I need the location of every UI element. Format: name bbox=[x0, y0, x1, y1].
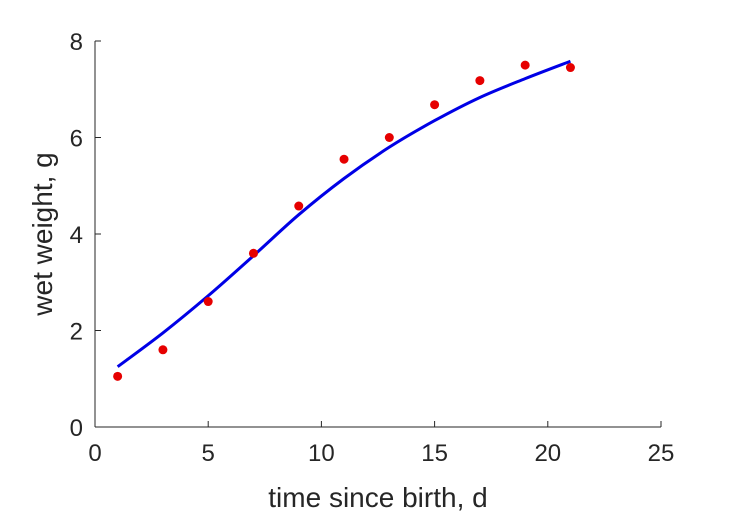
data-point bbox=[384, 133, 394, 142]
axes: 0 5 10 15 20 25 0 2 4 6 8 bbox=[70, 29, 675, 467]
fit-curve-line bbox=[116, 59, 571, 368]
data-points bbox=[113, 60, 575, 381]
x-tick-label: 20 bbox=[534, 440, 561, 467]
data-point bbox=[565, 63, 575, 73]
x-tick-label: 25 bbox=[648, 440, 675, 467]
y-tick-label: 8 bbox=[70, 29, 83, 56]
data-point bbox=[520, 60, 530, 70]
data-point bbox=[430, 100, 440, 110]
y-axis-label: wet weight, g bbox=[27, 152, 58, 316]
data-point bbox=[339, 154, 349, 164]
x-tick-label: 15 bbox=[421, 440, 448, 467]
y-tick-label: 2 bbox=[70, 319, 83, 346]
y-tick-label: 4 bbox=[70, 222, 83, 249]
data-point bbox=[294, 201, 304, 211]
x-tick-label: 5 bbox=[202, 440, 215, 467]
data-point bbox=[203, 297, 213, 307]
fit-curve bbox=[116, 59, 571, 368]
x-axis-label: time since birth, d bbox=[268, 482, 487, 513]
data-point bbox=[475, 76, 485, 86]
x-tick-label: 10 bbox=[308, 440, 335, 467]
y-tick-label: 0 bbox=[70, 415, 83, 442]
data-point bbox=[113, 371, 123, 381]
data-point bbox=[158, 345, 168, 355]
y-tick-label: 6 bbox=[70, 126, 83, 153]
x-tick-label: 0 bbox=[88, 440, 101, 467]
data-point bbox=[248, 248, 258, 258]
